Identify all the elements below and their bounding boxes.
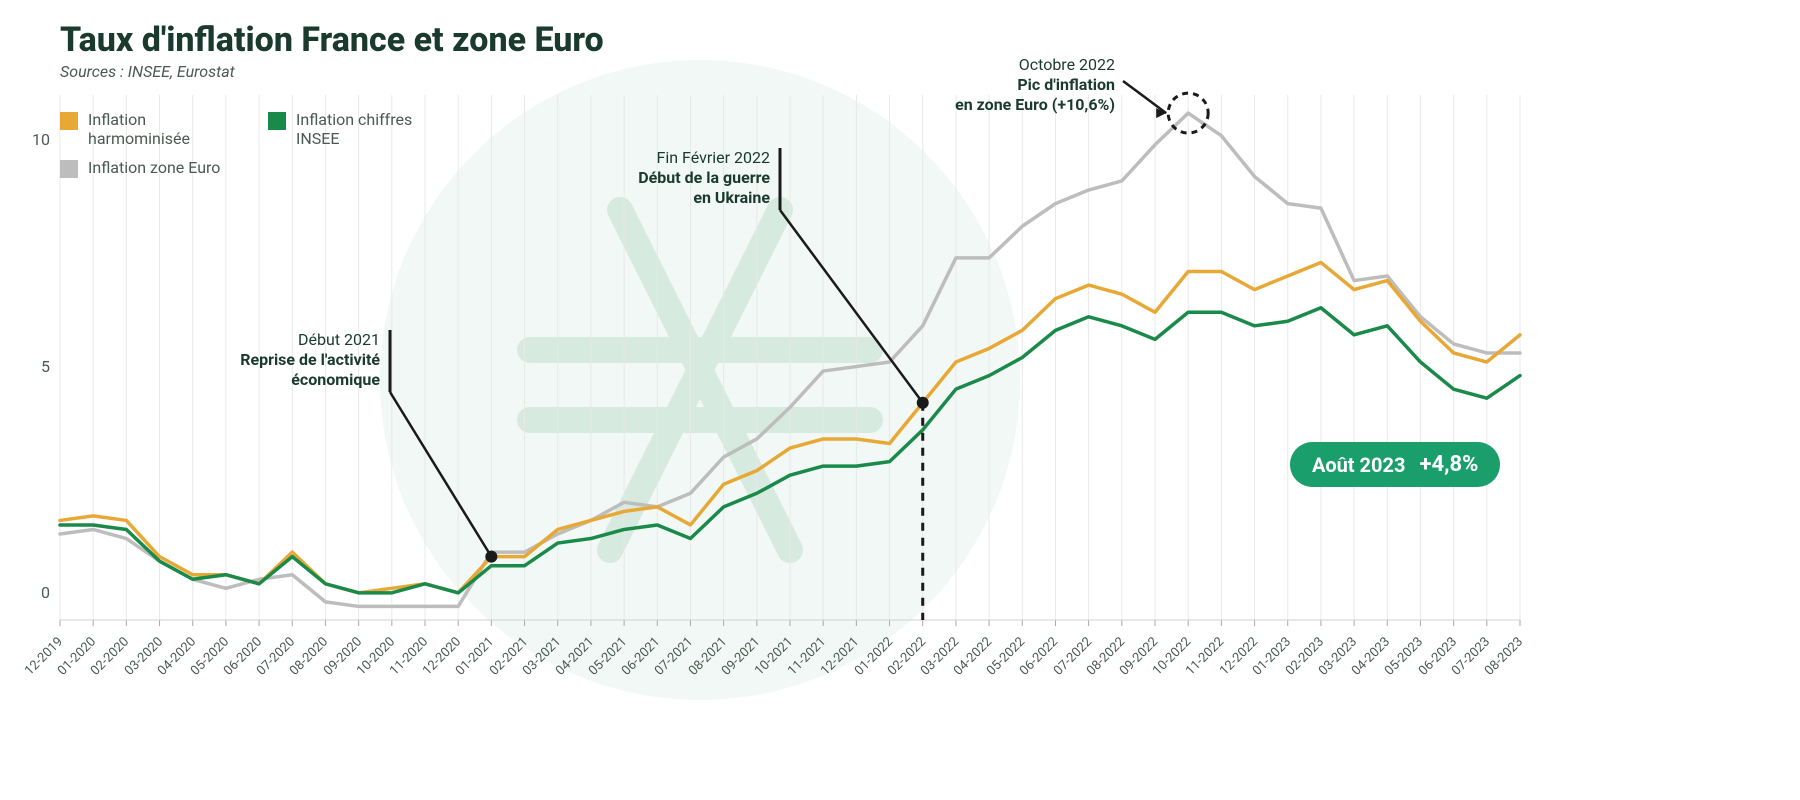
legend-swatch — [268, 112, 286, 130]
y-axis-label: 5 — [20, 357, 50, 376]
annotation-pic: Octobre 2022Pic d'inflationen zone Euro … — [955, 55, 1115, 115]
legend: Inflation harmominisée Inflation chiffre… — [60, 110, 436, 178]
legend-item-harmonisee: Inflation harmominisée — [60, 110, 228, 148]
legend-swatch — [60, 112, 78, 130]
value-badge: Août 2023 +4,8% — [1290, 442, 1500, 487]
annotation-reprise: Début 2021Reprise de l'activitééconomiqu… — [240, 330, 380, 390]
badge-value: +4,8% — [1419, 452, 1478, 477]
legend-item-euro: Inflation zone Euro — [60, 158, 228, 178]
annotation-ukraine: Fin Février 2022Début de la guerreen Ukr… — [638, 148, 770, 208]
legend-label: Inflation zone Euro — [88, 158, 220, 177]
legend-swatch — [60, 160, 78, 178]
badge-label: Août 2023 — [1312, 453, 1405, 477]
y-axis-label: 10 — [20, 130, 50, 149]
y-axis-label: 0 — [20, 583, 50, 602]
legend-label: Inflation harmominisée — [88, 110, 228, 148]
legend-item-insee: Inflation chiffres INSEE — [268, 110, 436, 148]
legend-label: Inflation chiffres INSEE — [296, 110, 436, 148]
